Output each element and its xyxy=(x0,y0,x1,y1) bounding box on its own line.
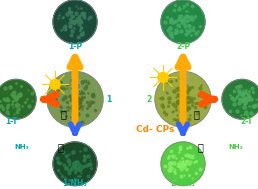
Text: 🔥: 🔥 xyxy=(193,109,199,119)
Circle shape xyxy=(161,0,205,44)
Circle shape xyxy=(155,71,211,127)
Text: 2-P: 2-P xyxy=(176,42,190,51)
Text: 💧: 💧 xyxy=(197,142,203,152)
Text: 💧: 💧 xyxy=(57,142,63,152)
Text: 2: 2 xyxy=(147,95,152,104)
Text: 2-NH₃: 2-NH₃ xyxy=(171,179,195,188)
Circle shape xyxy=(161,142,205,186)
Text: UV-vis: UV-vis xyxy=(77,77,83,92)
Text: UV-vis: UV-vis xyxy=(186,70,190,85)
Circle shape xyxy=(222,79,258,119)
Text: 1-NH₃: 1-NH₃ xyxy=(63,179,87,188)
Text: 1-P: 1-P xyxy=(68,42,82,51)
Circle shape xyxy=(53,142,97,186)
Text: NH₃: NH₃ xyxy=(15,144,29,150)
Text: Cd- CPs: Cd- CPs xyxy=(136,125,174,133)
Text: 🔥: 🔥 xyxy=(60,109,66,119)
Circle shape xyxy=(0,79,36,119)
Text: NH₃: NH₃ xyxy=(229,144,243,150)
Circle shape xyxy=(53,0,97,44)
Circle shape xyxy=(50,79,60,89)
Text: 2-T: 2-T xyxy=(240,117,253,125)
Circle shape xyxy=(47,71,103,127)
Text: 1: 1 xyxy=(106,95,111,104)
Circle shape xyxy=(158,72,168,82)
Text: 1-T: 1-T xyxy=(5,117,18,125)
